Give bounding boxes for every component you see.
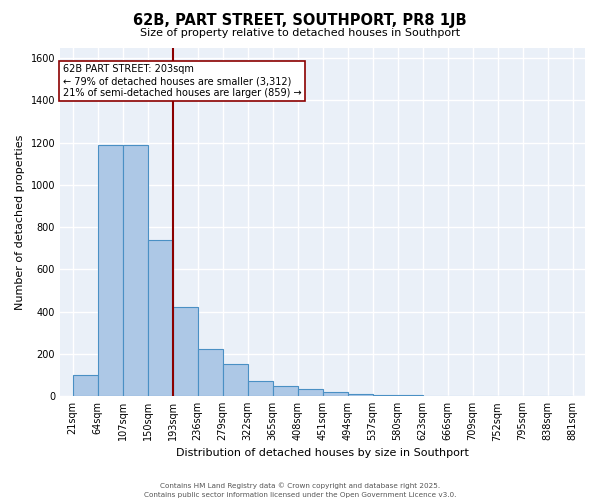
Bar xyxy=(73,375,98,396)
Text: Contains HM Land Registry data © Crown copyright and database right 2025.: Contains HM Land Registry data © Crown c… xyxy=(160,482,440,489)
Bar xyxy=(347,394,373,396)
X-axis label: Distribution of detached houses by size in Southport: Distribution of detached houses by size … xyxy=(176,448,469,458)
Text: 62B, PART STREET, SOUTHPORT, PR8 1JB: 62B, PART STREET, SOUTHPORT, PR8 1JB xyxy=(133,12,467,28)
Bar xyxy=(148,240,173,396)
Y-axis label: Number of detached properties: Number of detached properties xyxy=(15,134,25,310)
Text: 62B PART STREET: 203sqm
← 79% of detached houses are smaller (3,312)
21% of semi: 62B PART STREET: 203sqm ← 79% of detache… xyxy=(62,64,301,98)
Bar xyxy=(122,144,148,396)
Bar xyxy=(373,395,398,396)
Bar xyxy=(197,348,223,396)
Bar xyxy=(398,395,422,396)
Bar xyxy=(323,392,347,396)
Bar xyxy=(223,364,248,396)
Bar xyxy=(272,386,298,396)
Bar xyxy=(173,308,197,396)
Bar xyxy=(248,382,272,396)
Bar xyxy=(298,389,323,396)
Text: Contains public sector information licensed under the Open Government Licence v3: Contains public sector information licen… xyxy=(144,492,456,498)
Text: Size of property relative to detached houses in Southport: Size of property relative to detached ho… xyxy=(140,28,460,38)
Bar xyxy=(98,144,122,396)
